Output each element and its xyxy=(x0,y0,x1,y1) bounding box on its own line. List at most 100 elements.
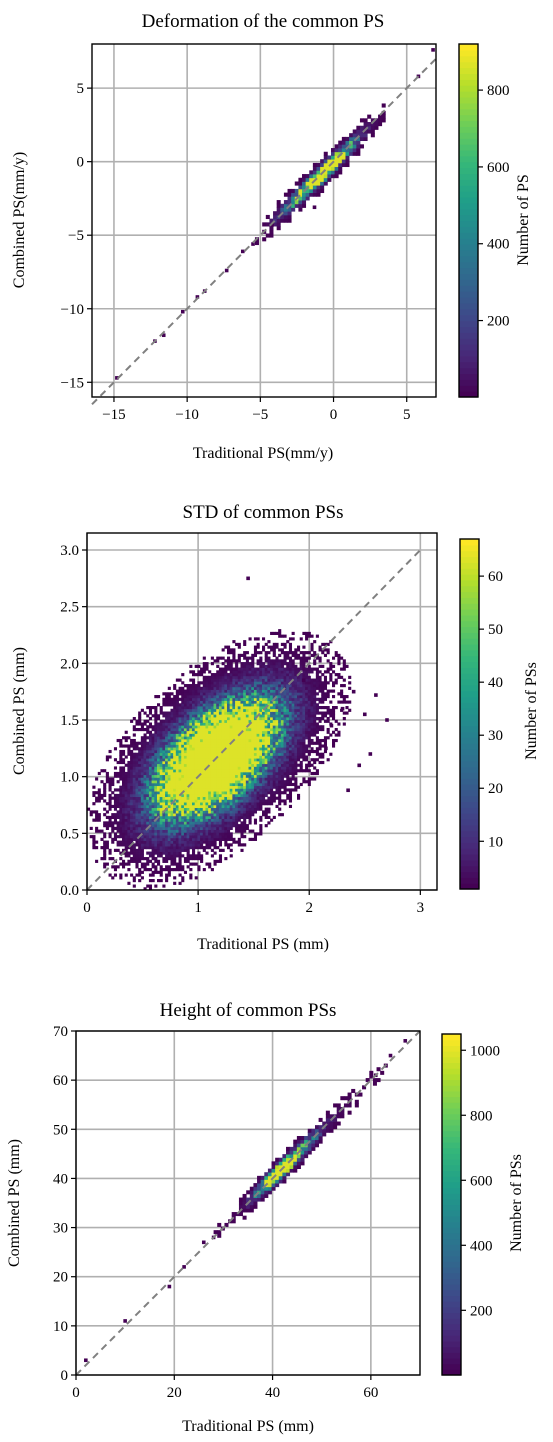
density-cell xyxy=(213,840,217,844)
density-cell xyxy=(232,741,236,745)
density-cell xyxy=(218,684,223,688)
density-cell xyxy=(170,868,174,872)
density-cell xyxy=(159,846,163,850)
density-cell xyxy=(162,758,166,762)
density-cell xyxy=(262,675,266,679)
density-cell xyxy=(135,857,139,861)
density-cell xyxy=(278,788,282,792)
density-cell xyxy=(318,744,322,748)
density-cell xyxy=(288,675,293,679)
density-cell xyxy=(259,769,263,773)
density-cell xyxy=(165,692,169,696)
density-cell xyxy=(192,796,196,800)
density-cell xyxy=(318,686,322,690)
density-cell xyxy=(186,755,190,759)
density-cell xyxy=(229,673,233,677)
density-cell xyxy=(218,791,223,795)
density-cell xyxy=(200,763,204,767)
density-cell xyxy=(138,782,142,787)
density-cell xyxy=(216,664,220,668)
density-cell xyxy=(294,716,298,721)
density-cell xyxy=(251,703,255,707)
density-cell xyxy=(337,733,341,737)
density-cell xyxy=(267,670,271,674)
density-cell xyxy=(183,725,188,729)
density-cell xyxy=(262,711,266,715)
density-cell xyxy=(243,656,247,660)
density-cell xyxy=(278,755,282,759)
density-cell xyxy=(270,692,274,696)
density-cell xyxy=(227,769,231,773)
density-cell xyxy=(294,708,298,712)
density-cell xyxy=(154,755,158,759)
density-cell xyxy=(178,714,182,718)
density-cell xyxy=(167,714,171,718)
density-cell xyxy=(305,697,309,701)
density-cell xyxy=(248,774,252,778)
density-cell xyxy=(237,736,241,740)
density-cell xyxy=(272,686,276,690)
density-cell xyxy=(216,785,220,789)
density-cell xyxy=(113,868,118,872)
density-cell xyxy=(170,807,174,811)
density-cell xyxy=(283,791,287,795)
density-cell xyxy=(95,791,99,795)
density-cell xyxy=(256,736,260,740)
density-cell xyxy=(278,678,282,682)
density-cell xyxy=(194,771,198,776)
density-cell xyxy=(130,785,134,789)
density-cell xyxy=(221,771,225,776)
density-cell xyxy=(297,653,301,657)
density-cell xyxy=(245,793,249,798)
density-cell xyxy=(270,670,274,674)
density-cell xyxy=(256,673,260,677)
density-cell xyxy=(175,821,179,825)
density-cell xyxy=(259,788,263,792)
density-cell xyxy=(170,752,174,756)
density-cell xyxy=(264,788,268,792)
density-cell xyxy=(210,815,214,819)
density-cell xyxy=(148,733,153,737)
density-cell xyxy=(302,673,306,677)
density-cell xyxy=(167,804,171,809)
density-cell xyxy=(310,708,314,712)
density-cell xyxy=(100,829,104,833)
density-cell xyxy=(237,744,241,748)
density-cell xyxy=(181,744,185,748)
density-cell xyxy=(243,755,247,759)
density-cell xyxy=(313,749,317,754)
density-cell xyxy=(259,818,263,822)
density-cell xyxy=(313,697,317,701)
density-cell xyxy=(210,675,214,679)
density-cell xyxy=(103,851,107,855)
density-cell xyxy=(313,714,317,718)
density-cell xyxy=(157,774,161,778)
density-cell xyxy=(310,706,314,710)
density-cell xyxy=(229,730,233,734)
density-cell xyxy=(253,689,258,693)
density-cell xyxy=(181,824,185,828)
density-cell xyxy=(151,741,155,745)
density-cell xyxy=(288,736,293,740)
density-cell xyxy=(192,782,196,787)
density-cell xyxy=(262,673,266,677)
density-cell xyxy=(157,752,161,756)
density-cell xyxy=(278,791,282,795)
density-cell xyxy=(103,843,107,847)
density-cell xyxy=(227,695,231,699)
grid-lines xyxy=(92,44,436,397)
density-cell xyxy=(216,708,220,712)
density-cell xyxy=(229,719,233,723)
density-cell xyxy=(140,804,144,809)
density-cell xyxy=(213,719,217,723)
density-cell xyxy=(119,876,123,880)
density-cell xyxy=(381,118,386,123)
density-cell xyxy=(146,714,150,718)
density-cell xyxy=(183,826,188,830)
density-cell xyxy=(323,749,328,754)
density-cell xyxy=(227,771,231,776)
density-cell xyxy=(272,760,276,765)
density-cell xyxy=(248,747,252,751)
density-cell xyxy=(138,818,142,822)
density-cell xyxy=(320,181,325,186)
